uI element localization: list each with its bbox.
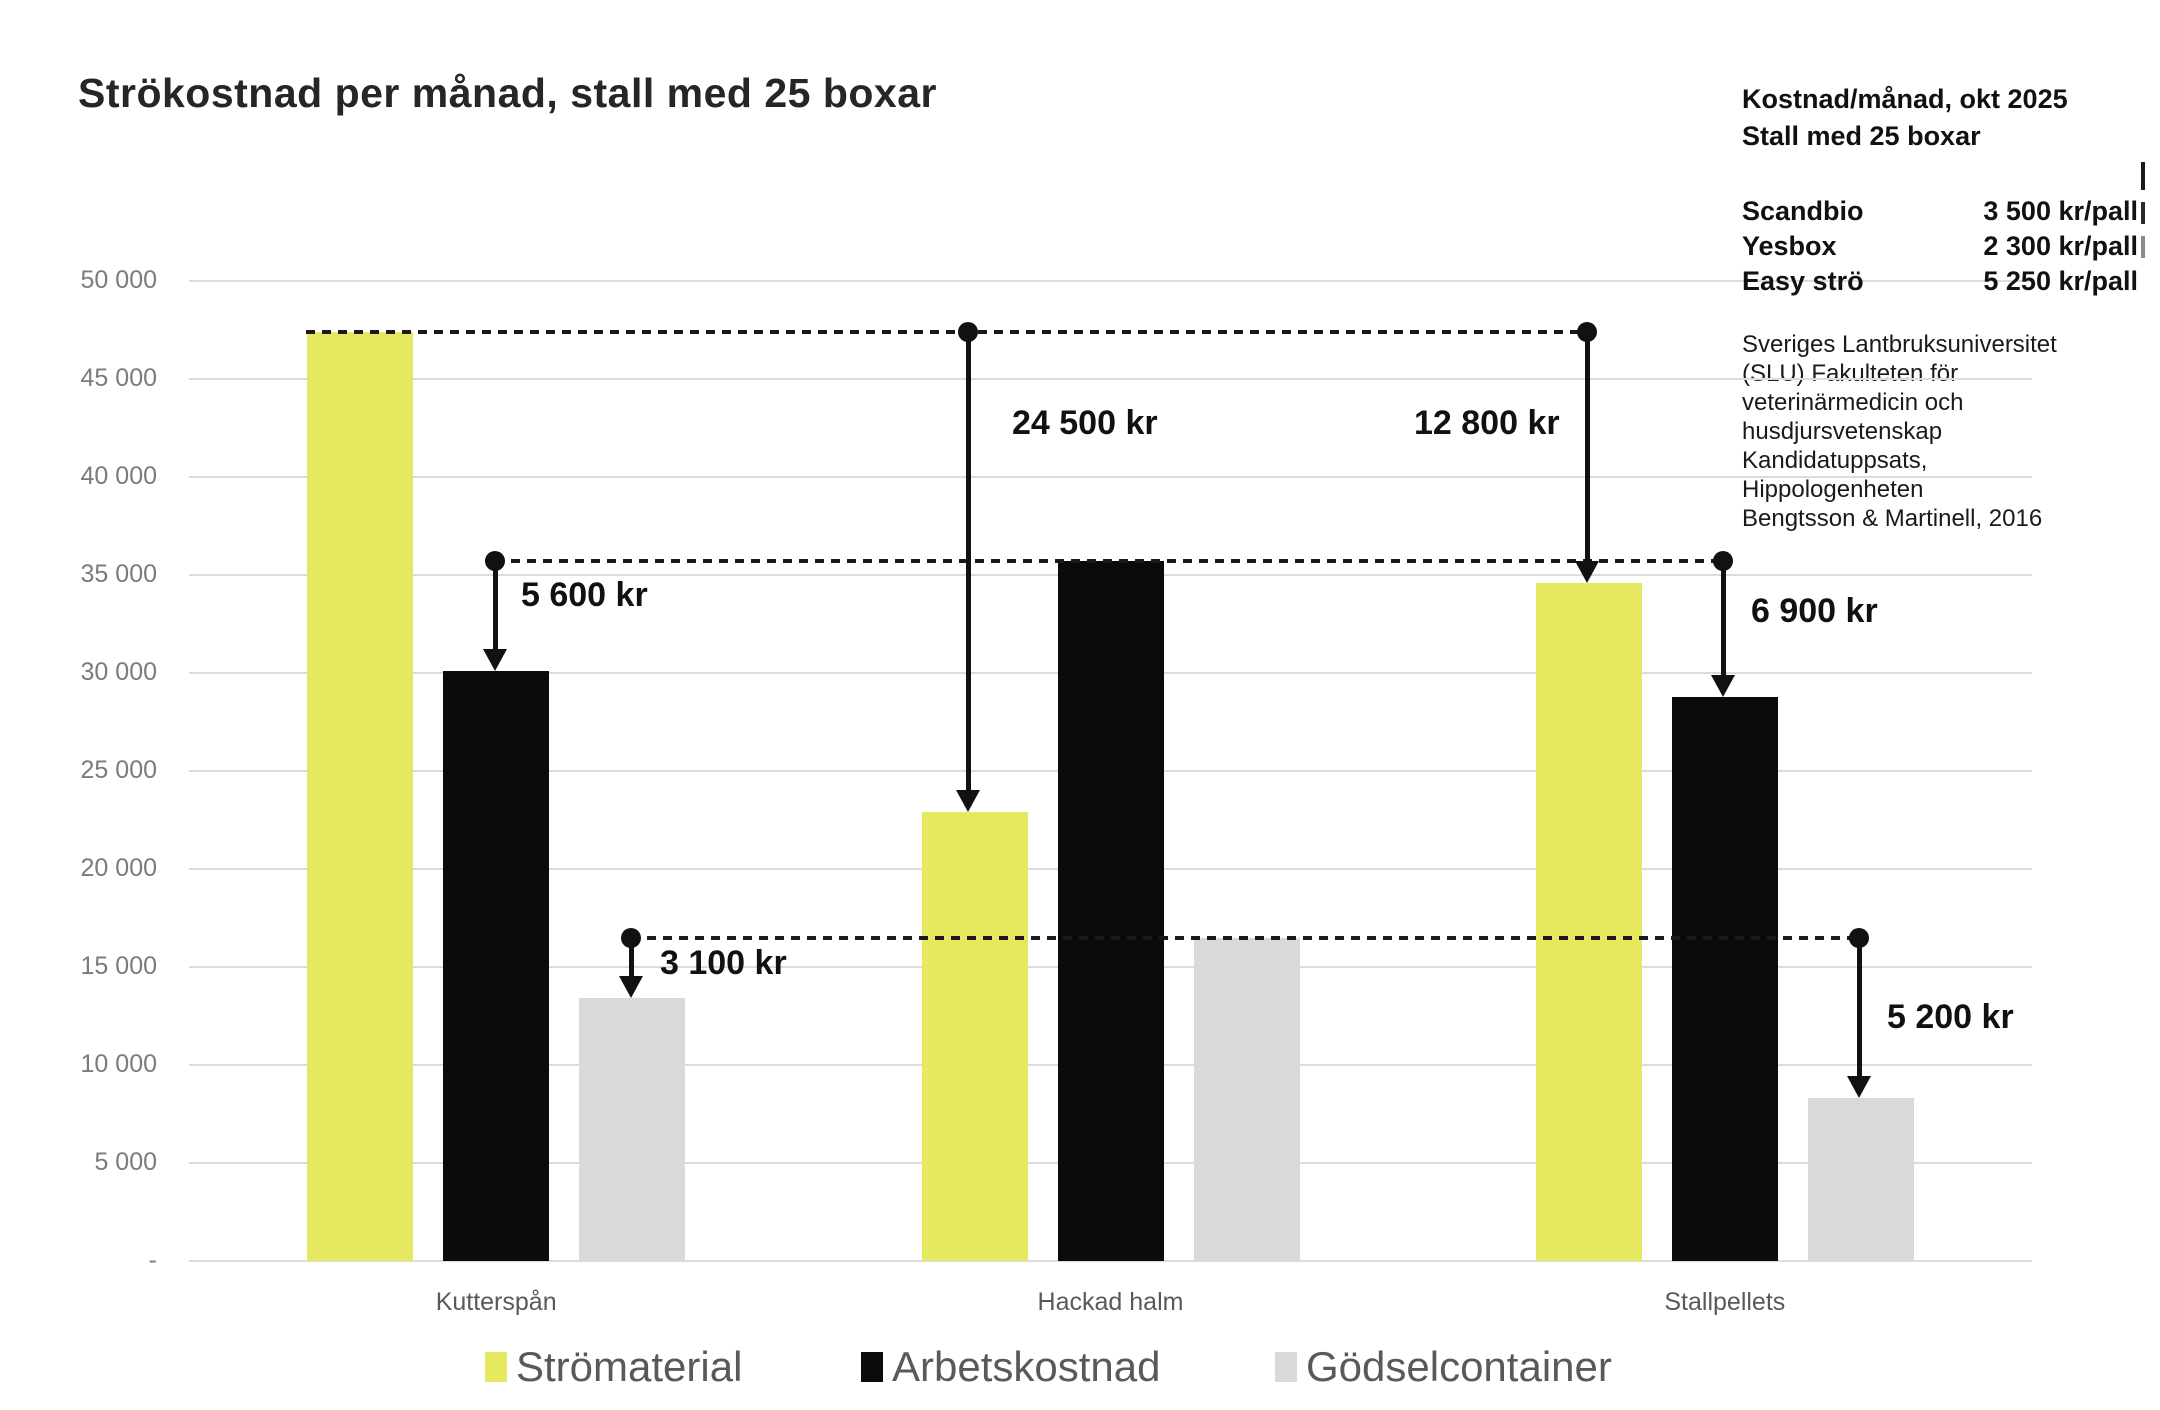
annotation-label: 5 200 kr: [1887, 998, 2014, 1036]
y-axis-tick-label: 5 000: [94, 1148, 157, 1176]
panel-heading-line2: Stall med 25 boxar: [1742, 121, 1981, 151]
source-line: Hippologenheten: [1742, 476, 1924, 503]
source-line: veterinärmedicin och: [1742, 389, 1964, 416]
source-line: (SLU) Fakulteten för: [1742, 360, 1959, 387]
annotation-label: 24 500 kr: [1012, 404, 1158, 442]
y-axis-tick-label: -: [148, 1246, 157, 1274]
y-axis-tick-label: 45 000: [80, 364, 157, 392]
annotation-arrow-shaft: [1584, 331, 1590, 565]
annotation-arrowhead: [619, 976, 643, 999]
chart-title: Strökostnad per månad, stall med 25 boxa…: [78, 70, 937, 116]
annotation-label: 5 600 kr: [521, 576, 648, 614]
legend-label: Strömaterial: [516, 1343, 743, 1390]
y-axis-tick-label: 20 000: [80, 854, 157, 882]
bar-kutterspån-arbetskostnad: [443, 671, 550, 1261]
source-line: Kandidatuppsats,: [1742, 447, 1928, 474]
legend-swatch: [1275, 1352, 1297, 1382]
x-axis-category-label: Kutterspån: [435, 1288, 557, 1316]
gridline: [189, 1260, 2032, 1262]
gridline: [189, 476, 2032, 478]
supplier-name: Yesbox: [1742, 231, 1837, 261]
bar-hackad-halm-arbetskostnad: [1057, 561, 1164, 1261]
bar-hackad-halm-strömaterial: [921, 812, 1028, 1261]
supplier-price: 2 300 kr/pall: [1983, 231, 2138, 261]
supplier-price: 5 250 kr/pall: [1983, 266, 2138, 296]
gridline: [189, 378, 2032, 380]
panel-heading-line1: Kostnad/månad, okt 2025: [1742, 84, 2068, 114]
legend-label: Arbetskostnad: [892, 1343, 1161, 1390]
source-line: Sveriges Lantbruksuniversitet: [1742, 331, 2057, 358]
clipped-edge-mark: [2141, 202, 2145, 224]
clipped-edge-mark: [2141, 162, 2145, 190]
supplier-name: Scandbio: [1742, 196, 1864, 226]
bar-kutterspån-gödselcontainer: [579, 998, 686, 1261]
legend-swatch: [485, 1352, 507, 1382]
annotation-label: 12 800 kr: [1414, 404, 1560, 442]
annotation-arrowhead: [1575, 560, 1599, 583]
annotation-arrowhead: [483, 649, 507, 672]
annotation-label: 6 900 kr: [1751, 592, 1878, 630]
y-axis-tick-label: 25 000: [80, 756, 157, 784]
price-row-scandbio: Scandbio 3 500 kr/pall: [1742, 196, 2138, 227]
annotation-arrow-shaft: [492, 561, 498, 654]
legend-item-strömaterial: Strömaterial: [485, 1341, 742, 1393]
clipped-edge-mark: [2141, 236, 2145, 258]
price-row-easy-strö: Easy strö 5 250 kr/pall: [1742, 266, 2138, 297]
source-line: husdjursvetenskap: [1742, 418, 1943, 445]
legend-swatch: [861, 1352, 883, 1382]
bar-stallpellets-arbetskostnad: [1671, 696, 1778, 1261]
annotation-arrowhead: [1711, 674, 1735, 697]
source-line: Bengtsson & Martinell, 2016: [1742, 505, 2043, 532]
reference-dashed-line: [306, 329, 1590, 334]
y-axis-tick-label: 40 000: [80, 462, 157, 490]
bar-stallpellets-gödselcontainer: [1807, 1098, 1914, 1261]
annotation-arrow-shaft: [965, 331, 971, 795]
annotation-arrow-shaft: [628, 937, 634, 981]
legend-label: Gödselcontainer: [1306, 1343, 1612, 1390]
bar-stallpellets-strömaterial: [1535, 582, 1642, 1261]
annotation-arrow-shaft: [1720, 561, 1726, 679]
y-axis-tick-label: 15 000: [80, 952, 157, 980]
supplier-name: Easy strö: [1742, 266, 1864, 296]
source-citation: Sveriges Lantbruksuniversitet (SLU) Fakul…: [1742, 330, 2057, 533]
annotation-label: 3 100 kr: [660, 944, 787, 982]
bar-hackad-halm-gödselcontainer: [1193, 937, 1300, 1261]
reference-dashed-line: [631, 935, 1862, 940]
legend-item-arbetskostnad: Arbetskostnad: [861, 1341, 1161, 1393]
y-axis-tick-label: 35 000: [80, 560, 157, 588]
y-axis-tick-label: 10 000: [80, 1050, 157, 1078]
gridline: [189, 280, 2032, 282]
supplier-price: 3 500 kr/pall: [1983, 196, 2138, 226]
x-axis-category-label: Hackad halm: [1037, 1288, 1184, 1316]
y-axis-tick-label: 50 000: [80, 266, 157, 294]
reference-dashed-line: [495, 559, 1726, 564]
y-axis-tick-label: 30 000: [80, 658, 157, 686]
annotation-arrowhead: [956, 790, 980, 813]
x-axis-category-label: Stallpellets: [1664, 1288, 1786, 1316]
bar-kutterspån-strömaterial: [307, 331, 414, 1261]
legend-item-gödselcontainer: Gödselcontainer: [1275, 1341, 1612, 1393]
annotation-arrow-shaft: [1856, 937, 1862, 1081]
annotation-arrowhead: [1847, 1076, 1871, 1099]
price-row-yesbox: Yesbox 2 300 kr/pall: [1742, 231, 2138, 262]
